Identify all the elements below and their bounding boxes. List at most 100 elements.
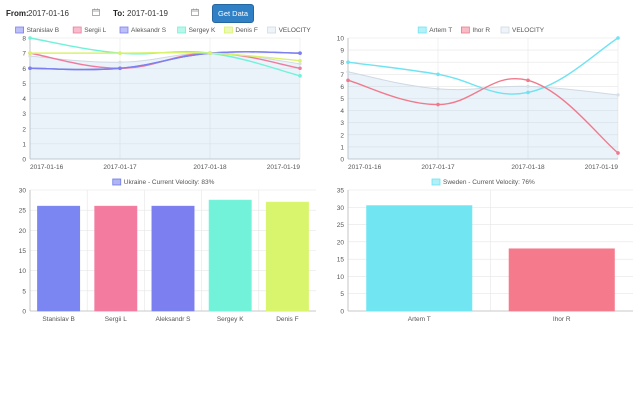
series-point (28, 36, 32, 40)
series-point (298, 51, 302, 55)
legend-label: VELOCITY (279, 27, 312, 34)
chart-title: Ukraine - Current Velocity: 83% (124, 179, 215, 186)
y-tick-label: 2 (340, 132, 344, 139)
y-tick-label: 15 (19, 248, 27, 255)
from-date-input[interactable] (28, 6, 88, 20)
series-point (28, 66, 32, 71)
bar (37, 205, 81, 312)
y-tick-label: 25 (337, 222, 345, 229)
y-tick-label: 7 (22, 51, 26, 58)
y-tick-label: 0 (22, 157, 26, 164)
legend-label: Stanislav B (27, 27, 60, 34)
y-tick-label: 3 (340, 120, 344, 127)
x-tick-label: Ihor R (553, 316, 571, 323)
calendar-icon[interactable] (92, 8, 100, 16)
y-tick-label: 3 (22, 111, 26, 118)
bar (508, 248, 615, 312)
to-label: To: (113, 9, 125, 18)
x-tick-label: 2017-01-18 (511, 164, 545, 171)
velocity-point (436, 87, 440, 91)
y-tick-label: 8 (340, 60, 344, 67)
velocity-area (30, 53, 300, 159)
y-tick-label: 35 (337, 188, 345, 195)
y-tick-label: 0 (340, 157, 344, 164)
velocity-point (616, 93, 620, 97)
series-point (118, 51, 122, 55)
x-tick-label: 2017-01-19 (585, 164, 619, 171)
y-tick-label: 9 (340, 48, 344, 55)
series-line (29, 37, 301, 77)
y-tick-label: 25 (19, 208, 27, 215)
x-tick-label: 2017-01-17 (103, 164, 137, 171)
bar (208, 199, 252, 312)
series-point (118, 66, 122, 71)
y-tick-label: 5 (22, 288, 26, 295)
series-point (118, 51, 122, 55)
series-point (346, 60, 350, 64)
y-tick-label: 4 (340, 108, 344, 115)
series-point (436, 72, 440, 77)
series-point (28, 66, 32, 71)
series-point (526, 78, 530, 83)
velocity-point (208, 51, 212, 55)
series-line (29, 51, 301, 71)
y-tick-label: 10 (337, 274, 345, 281)
velocity-line (29, 52, 301, 65)
y-tick-label: 6 (340, 84, 344, 91)
x-tick-label: Denis F (276, 316, 298, 323)
series-point (208, 51, 212, 55)
series-line (29, 51, 301, 62)
bar (265, 201, 309, 312)
y-tick-label: 30 (337, 205, 345, 212)
series-point (28, 51, 32, 55)
series-point (208, 51, 212, 55)
series-point (298, 51, 302, 55)
legend-label: Ihor R (472, 27, 490, 34)
series-line (29, 52, 301, 69)
series-point (616, 36, 620, 40)
x-tick-label: Aleksandr S (155, 316, 191, 323)
bar (366, 205, 473, 312)
legend-label: VELOCITY (512, 27, 545, 34)
series-point (298, 58, 302, 63)
velocity-point (28, 54, 32, 58)
series-point (208, 51, 212, 55)
y-tick-label: 0 (340, 309, 344, 316)
legend-swatch (431, 178, 441, 186)
x-tick-label: 2017-01-19 (267, 164, 301, 171)
y-tick-label: 30 (19, 188, 27, 195)
to-date-input[interactable] (127, 6, 187, 20)
series-line (347, 37, 619, 95)
bar (94, 205, 138, 312)
x-tick-label: Artem T (408, 316, 431, 323)
x-tick-label: 2017-01-18 (193, 164, 227, 171)
y-tick-label: 8 (22, 36, 26, 43)
y-tick-label: 5 (22, 81, 26, 88)
calendar-icon[interactable] (191, 8, 199, 16)
velocity-point (346, 70, 350, 74)
series-point (298, 74, 302, 78)
series-point (436, 102, 440, 107)
x-tick-label: Sergey K (217, 316, 244, 323)
legend-swatch (112, 178, 122, 186)
x-tick-label: Sergii L (105, 316, 127, 323)
get-data-button[interactable]: Get Data (212, 4, 254, 23)
velocity-point (526, 84, 530, 88)
velocity-point (118, 60, 122, 64)
series-point (298, 66, 302, 71)
chart-title: Sweden - Current Velocity: 76% (443, 179, 535, 186)
legend-label: Sergey K (189, 27, 216, 34)
x-tick-label: 2017-01-17 (421, 164, 455, 171)
x-tick-label: 2017-01-16 (348, 164, 382, 171)
series-point (616, 151, 620, 155)
series-point (346, 78, 350, 83)
legend-label: Artem T (429, 27, 452, 34)
y-tick-label: 20 (19, 228, 27, 235)
x-tick-label: 2017-01-16 (30, 164, 64, 171)
y-tick-label: 5 (340, 291, 344, 298)
legend-label: Denis F (235, 27, 257, 34)
series-point (208, 51, 212, 55)
legend-label: Aleksandr S (131, 27, 167, 34)
y-tick-label: 0 (22, 309, 26, 316)
